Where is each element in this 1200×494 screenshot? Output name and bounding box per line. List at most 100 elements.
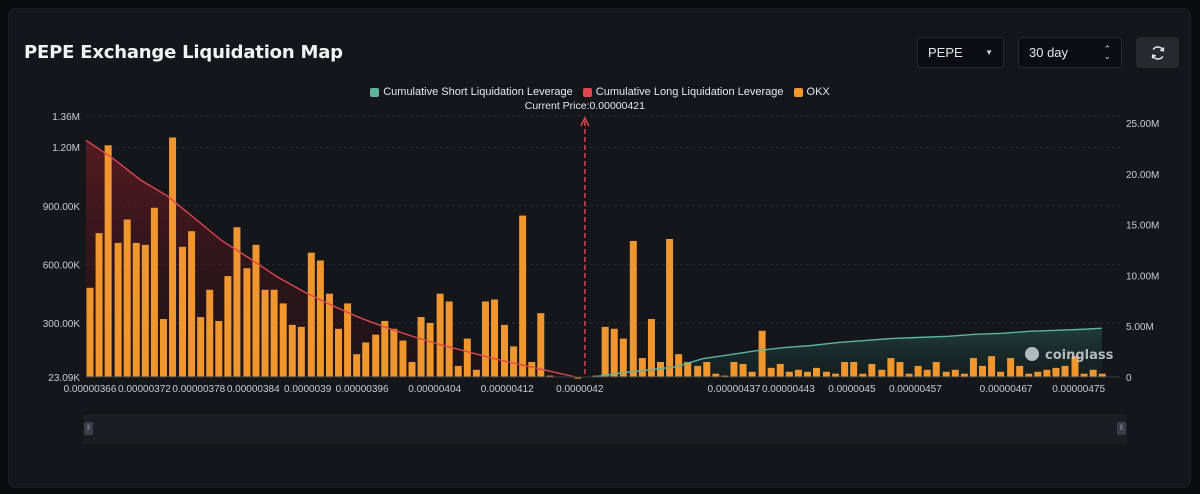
okx-bar [252, 244, 260, 377]
legend-swatch-long [582, 87, 592, 97]
right-axis-tick-label: 25.00M [1126, 119, 1159, 130]
okx-bar [1061, 365, 1069, 377]
okx-bar [638, 358, 646, 377]
x-axis-tick-label: 0.00000404 [408, 384, 461, 395]
okx-bar [510, 346, 518, 377]
left-axis-tick-label: 900.00K [43, 202, 81, 213]
okx-bar [776, 363, 784, 377]
okx-bar [270, 289, 278, 377]
up-down-icon: ⌃ ⌄ [1103, 43, 1111, 61]
okx-bar [132, 242, 140, 377]
x-axis-tick-label: 0.00000396 [336, 384, 389, 395]
okx-bar [758, 330, 766, 377]
x-axis-tick-label: 0.00000457 [889, 384, 942, 395]
okx-bar [942, 371, 950, 377]
symbol-select-value: PEPE [928, 45, 963, 60]
okx-bar [951, 369, 959, 377]
coinglass-logo-icon [1025, 347, 1039, 361]
zoom-scrollbar[interactable]: ǁ ǁ [83, 414, 1127, 444]
okx-bar [859, 373, 867, 377]
x-axis-tick-label: 0.0000042 [556, 384, 604, 395]
okx-bar [1052, 367, 1060, 377]
okx-bar [491, 299, 499, 377]
okx-bar [381, 320, 389, 377]
range-select[interactable]: 30 day ⌃ ⌄ [1018, 37, 1122, 68]
okx-bar [197, 317, 205, 377]
okx-bar [785, 371, 793, 377]
okx-bar [408, 361, 416, 377]
okx-bar [730, 361, 738, 377]
okx-bar [896, 361, 904, 377]
okx-bar [712, 373, 720, 377]
okx-bar [657, 361, 665, 377]
okx-bar [988, 356, 996, 377]
okx-bar [472, 369, 480, 377]
okx-bar [261, 289, 269, 377]
okx-bar [362, 342, 370, 377]
okx-bar [574, 377, 582, 379]
okx-bar [1016, 365, 1024, 377]
zoom-handle-left[interactable]: ǁ [84, 422, 93, 435]
okx-bar [748, 371, 756, 377]
okx-bar [316, 260, 324, 377]
okx-bar [344, 303, 352, 377]
okx-bar [179, 246, 187, 377]
okx-bar [1007, 358, 1015, 377]
okx-bar [647, 319, 655, 377]
okx-bar [1080, 373, 1088, 377]
okx-bar [850, 361, 858, 377]
okx-bar [104, 145, 112, 377]
right-axis-tick-label: 10.00M [1126, 271, 1159, 282]
legend-item-okx[interactable]: OKX [793, 86, 830, 98]
legend-item-short[interactable]: Cumulative Short Liquidation Leverage [370, 86, 573, 98]
zoom-handle-right[interactable]: ǁ [1117, 422, 1126, 435]
okx-bar [905, 373, 913, 377]
okx-bar [224, 276, 232, 377]
okx-bar [123, 219, 131, 377]
okx-bar [501, 324, 509, 377]
left-axis-tick-label: 300.00K [43, 319, 81, 330]
okx-bar [95, 233, 103, 377]
okx-bar [803, 371, 811, 377]
okx-bar [923, 369, 931, 377]
okx-bar [399, 340, 407, 377]
x-axis-tick-label: 0.00000443 [762, 384, 815, 395]
refresh-icon [1151, 45, 1164, 60]
okx-bar [86, 287, 94, 377]
okx-bar [141, 244, 149, 377]
long-liquidation-line [85, 139, 576, 378]
legend-item-long[interactable]: Cumulative Long Liquidation Leverage [582, 86, 784, 98]
okx-bar [233, 227, 241, 377]
okx-bar [335, 328, 343, 377]
left-axis-tick-label: 600.00K [43, 260, 81, 271]
okx-bar [694, 365, 702, 377]
okx-bar [997, 371, 1005, 377]
x-axis-tick-label: 0.00000467 [980, 384, 1033, 395]
okx-bar [325, 293, 333, 377]
legend-label-okx: OKX [806, 86, 830, 98]
okx-bar [188, 231, 196, 377]
x-axis-tick-label: 0.00000384 [227, 384, 280, 395]
okx-bar [841, 361, 849, 377]
okx-bar [1034, 371, 1042, 377]
okx-bar [878, 369, 886, 377]
right-axis-tick-label: 5.00M [1126, 322, 1154, 333]
okx-bar [721, 375, 729, 377]
okx-bar [813, 367, 821, 377]
okx-bar [445, 301, 453, 377]
okx-bar [353, 354, 361, 377]
okx-bar [794, 369, 802, 377]
okx-bar [481, 301, 489, 377]
x-axis-tick-label: 0.00000475 [1052, 384, 1105, 395]
okx-bar [610, 328, 618, 377]
short-liquidation-line [593, 327, 1102, 378]
okx-bar [960, 373, 968, 377]
x-axis-tick-label: 0.0000039 [284, 384, 332, 395]
legend-label-long: Cumulative Long Liquidation Leverage [595, 86, 784, 98]
refresh-button[interactable] [1136, 37, 1179, 68]
okx-bar [417, 317, 425, 377]
legend-swatch-short [370, 87, 380, 97]
symbol-select[interactable]: PEPE ▼ [917, 37, 1004, 68]
right-axis-tick-label: 0 [1126, 373, 1132, 384]
